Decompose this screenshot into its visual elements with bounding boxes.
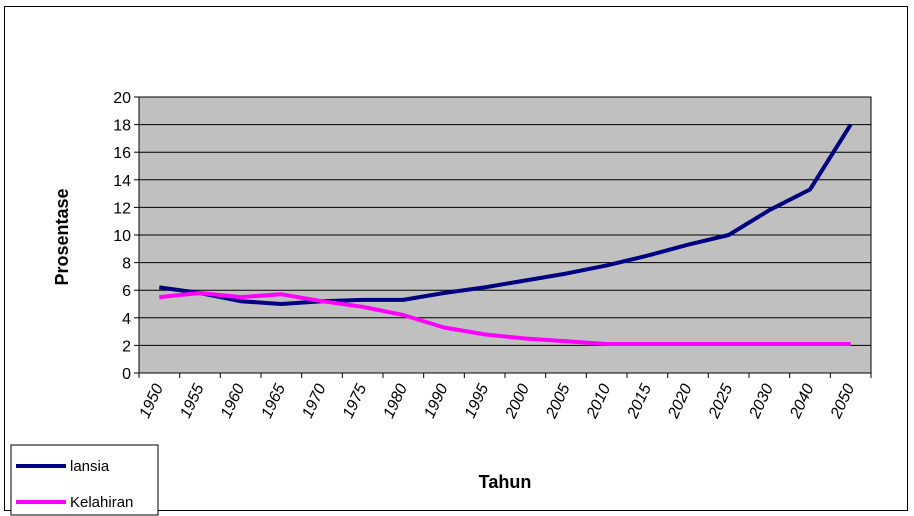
legend-swatch-kelahiran [16,500,66,504]
legend-label-lansia: lansia [70,458,110,475]
x-tick-label: 2050 [827,381,858,421]
series-line-kelahiran [159,291,851,346]
y-tick-label: 8 [122,256,131,273]
x-tick-label: 2015 [624,381,655,421]
x-tick-label: 1990 [421,381,451,421]
y-tick-label: 4 [122,311,131,328]
series-lines [159,123,853,346]
legend-swatch-lansia [16,464,66,468]
x-tick-label: 2005 [543,381,574,421]
x-tick-label: 2030 [746,381,777,421]
y-tick-label: 12 [113,200,131,217]
legend: lansia Kelahiran [10,444,159,516]
x-tick-label: 1970 [299,381,329,421]
x-tick-label: 2010 [583,381,614,421]
x-tick-label: 2020 [665,381,696,421]
y-axis-title: Prosentase [52,188,72,285]
x-tick-label: 1995 [462,381,492,421]
x-tick-label: 1980 [381,381,411,421]
legend-label-kelahiran: Kelahiran [70,494,133,511]
y-tick-label: 2 [122,338,131,355]
x-axis: 1950 1955 1960 1965 1970 1975 1980 1990 1995 2000… [137,373,872,422]
x-tick-label: 1950 [137,381,167,421]
x-tick-label: 1975 [340,381,370,421]
x-tick-label: 2025 [705,381,736,421]
x-tick-label: 1965 [259,381,289,421]
y-tick-label: 6 [122,283,131,300]
y-tick-label: 18 [113,118,131,135]
y-axis: 0 2 4 6 8 10 12 14 16 18 20 [113,90,139,383]
gridlines [139,124,871,346]
y-tick-label: 10 [113,228,131,245]
x-axis-title: Tahun [479,472,532,492]
x-tick-label: 1960 [218,381,248,421]
series-line-lansia [159,123,853,306]
x-tick-label: 1955 [177,381,207,421]
y-tick-label: 14 [113,173,131,190]
x-tick-label: 2000 [502,381,533,421]
x-tick-label: 2040 [787,381,818,421]
y-tick-label: 0 [122,366,131,383]
y-tick-label: 20 [113,90,131,107]
y-tick-label: 16 [113,145,131,162]
